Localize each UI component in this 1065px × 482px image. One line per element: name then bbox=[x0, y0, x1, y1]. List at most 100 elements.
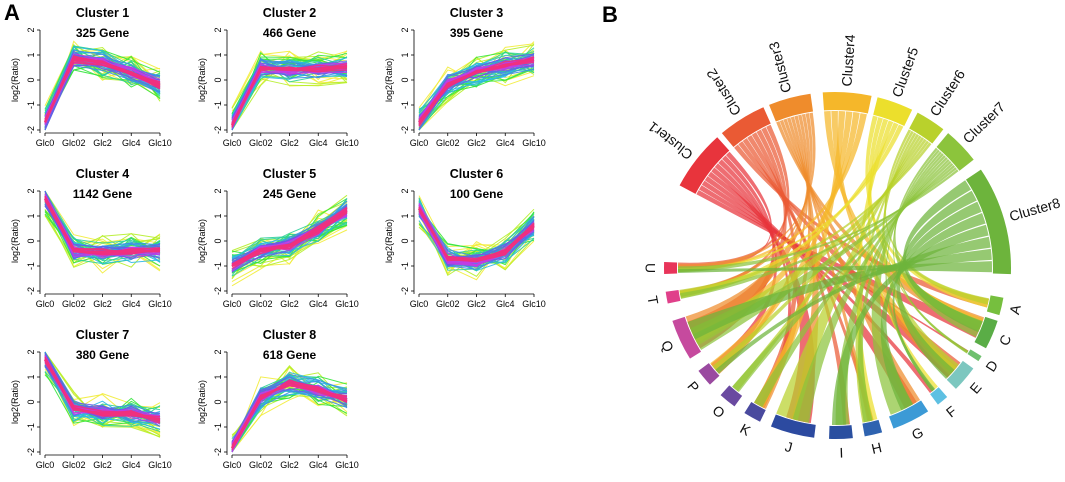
category-segment bbox=[698, 363, 720, 385]
y-tick-label: -1 bbox=[400, 262, 410, 270]
cluster-segment bbox=[965, 169, 1011, 275]
y-tick-label: 0 bbox=[400, 238, 410, 243]
y-tick-label: 0 bbox=[213, 399, 223, 404]
y-tick-label: -2 bbox=[400, 287, 410, 295]
category-segment-label: G bbox=[909, 424, 926, 443]
chord-link bbox=[678, 261, 993, 273]
y-tick-label: 0 bbox=[213, 238, 223, 243]
cluster-plot-1: Cluster 1 325 Gene -2 -1 0 1 2 log2(Ratio) Glc0 G… bbox=[10, 6, 172, 148]
gene-profile-line bbox=[418, 65, 535, 120]
centroid-line bbox=[43, 197, 160, 254]
x-tick-label: Glc2 bbox=[280, 138, 299, 148]
x-tick-label: Glc0 bbox=[223, 138, 242, 148]
chord-link bbox=[753, 160, 952, 408]
x-tick-label: Glc10 bbox=[335, 460, 359, 470]
cluster-plot-3: Cluster 3 395 Gene -2 -1 0 1 2 log2(Ratio) Glc0 G… bbox=[384, 6, 546, 148]
cluster-title: Cluster 6 bbox=[450, 167, 504, 181]
gene-profile-line bbox=[44, 63, 161, 131]
chord-link bbox=[687, 248, 992, 340]
category-segment bbox=[967, 349, 982, 362]
chord-link bbox=[892, 149, 969, 354]
cluster-plot-8: Cluster 8 618 Gene -2 -1 0 1 2 log2(Ratio) Glc0 G… bbox=[197, 328, 359, 470]
centroid-line bbox=[230, 66, 348, 126]
category-segment-label: E bbox=[966, 379, 984, 396]
gene-profile-line bbox=[231, 223, 348, 277]
x-tick-label: Glc0 bbox=[36, 138, 55, 148]
x-tick-label: Glc4 bbox=[122, 460, 141, 470]
category-segment bbox=[862, 419, 883, 437]
y-tick-label: 1 bbox=[213, 52, 223, 57]
y-tick-label: 1 bbox=[213, 374, 223, 379]
x-tick-label: Glc2 bbox=[280, 460, 299, 470]
y-tick-label: -2 bbox=[400, 126, 410, 134]
y-tick-label: 0 bbox=[213, 77, 223, 82]
x-tick-label: Glc0 bbox=[410, 299, 429, 309]
y-tick-label: -2 bbox=[213, 448, 223, 456]
cluster-title: Cluster 8 bbox=[263, 328, 317, 342]
y-tick-label: -2 bbox=[26, 126, 36, 134]
y-tick-label: -2 bbox=[213, 287, 223, 295]
y-tick-label: 1 bbox=[26, 52, 36, 57]
y-tick-label: 2 bbox=[400, 188, 410, 193]
y-tick-label: -1 bbox=[400, 101, 410, 109]
category-segment-label: Q bbox=[658, 338, 677, 355]
y-tick-label: 0 bbox=[26, 399, 36, 404]
cluster-title: Cluster 1 bbox=[76, 6, 130, 20]
cluster-segment bbox=[769, 93, 814, 122]
y-tick-label: 1 bbox=[213, 213, 223, 218]
y-tick-label: 2 bbox=[400, 27, 410, 32]
cluster-gene-count: 100 Gene bbox=[450, 187, 504, 201]
x-tick-label: Glc02 bbox=[62, 460, 86, 470]
y-axis-label: log2(Ratio) bbox=[197, 219, 207, 263]
category-segment-label: C bbox=[996, 332, 1015, 348]
category-segment bbox=[829, 425, 853, 439]
cluster-segment-label: Cluster8 bbox=[1007, 194, 1062, 224]
cluster-gene-count: 466 Gene bbox=[263, 26, 317, 40]
category-segment-label: F bbox=[943, 403, 960, 421]
gene-profile-line bbox=[44, 365, 161, 422]
cluster-plot-7: Cluster 7 380 Gene -2 -1 0 1 2 log2(Ratio) Glc0 G… bbox=[10, 328, 172, 470]
chord-link bbox=[776, 121, 985, 332]
cluster-gene-count: 618 Gene bbox=[263, 348, 317, 362]
chord-links bbox=[678, 111, 993, 425]
cluster-title: Cluster 4 bbox=[76, 167, 130, 181]
cluster-title: Cluster 5 bbox=[263, 167, 317, 181]
chord-link bbox=[835, 156, 948, 425]
cluster-title: Cluster 7 bbox=[76, 328, 130, 342]
cluster-segment-label: Cluster4 bbox=[838, 34, 858, 87]
x-tick-label: Glc10 bbox=[522, 299, 546, 309]
category-segment bbox=[770, 414, 816, 438]
x-tick-label: Glc2 bbox=[467, 299, 486, 309]
x-tick-label: Glc10 bbox=[148, 299, 172, 309]
x-tick-label: Glc02 bbox=[62, 299, 86, 309]
chord-link bbox=[732, 162, 954, 393]
y-axis-label: log2(Ratio) bbox=[384, 219, 394, 263]
x-tick-label: Glc02 bbox=[249, 299, 273, 309]
centroid-line bbox=[418, 58, 535, 124]
category-segment-label: D bbox=[982, 357, 1001, 374]
category-segment-label: A bbox=[1006, 303, 1024, 316]
cluster-segment-label: Cluster3 bbox=[765, 40, 794, 95]
y-tick-label: 1 bbox=[400, 213, 410, 218]
y-axis-label: log2(Ratio) bbox=[10, 380, 20, 424]
category-segment-label: I bbox=[839, 445, 843, 461]
cluster-segment bbox=[822, 92, 872, 114]
x-tick-label: Glc02 bbox=[62, 138, 86, 148]
category-segment-label: U bbox=[642, 263, 658, 273]
gene-profile-line bbox=[231, 50, 348, 108]
cluster-title: Cluster 3 bbox=[450, 6, 504, 20]
category-segment bbox=[986, 295, 1004, 316]
y-tick-label: -2 bbox=[213, 126, 223, 134]
gene-profile-line bbox=[231, 50, 348, 109]
x-tick-label: Glc10 bbox=[522, 138, 546, 148]
centroid-line bbox=[43, 57, 161, 123]
y-tick-label: -2 bbox=[26, 448, 36, 456]
chord-link bbox=[892, 201, 982, 392]
x-tick-label: Glc10 bbox=[335, 138, 359, 148]
x-tick-label: Glc2 bbox=[467, 138, 486, 148]
y-axis-label: log2(Ratio) bbox=[197, 380, 207, 424]
category-segment bbox=[720, 385, 743, 407]
cluster-segment bbox=[909, 112, 944, 144]
x-tick-label: Glc02 bbox=[249, 138, 273, 148]
